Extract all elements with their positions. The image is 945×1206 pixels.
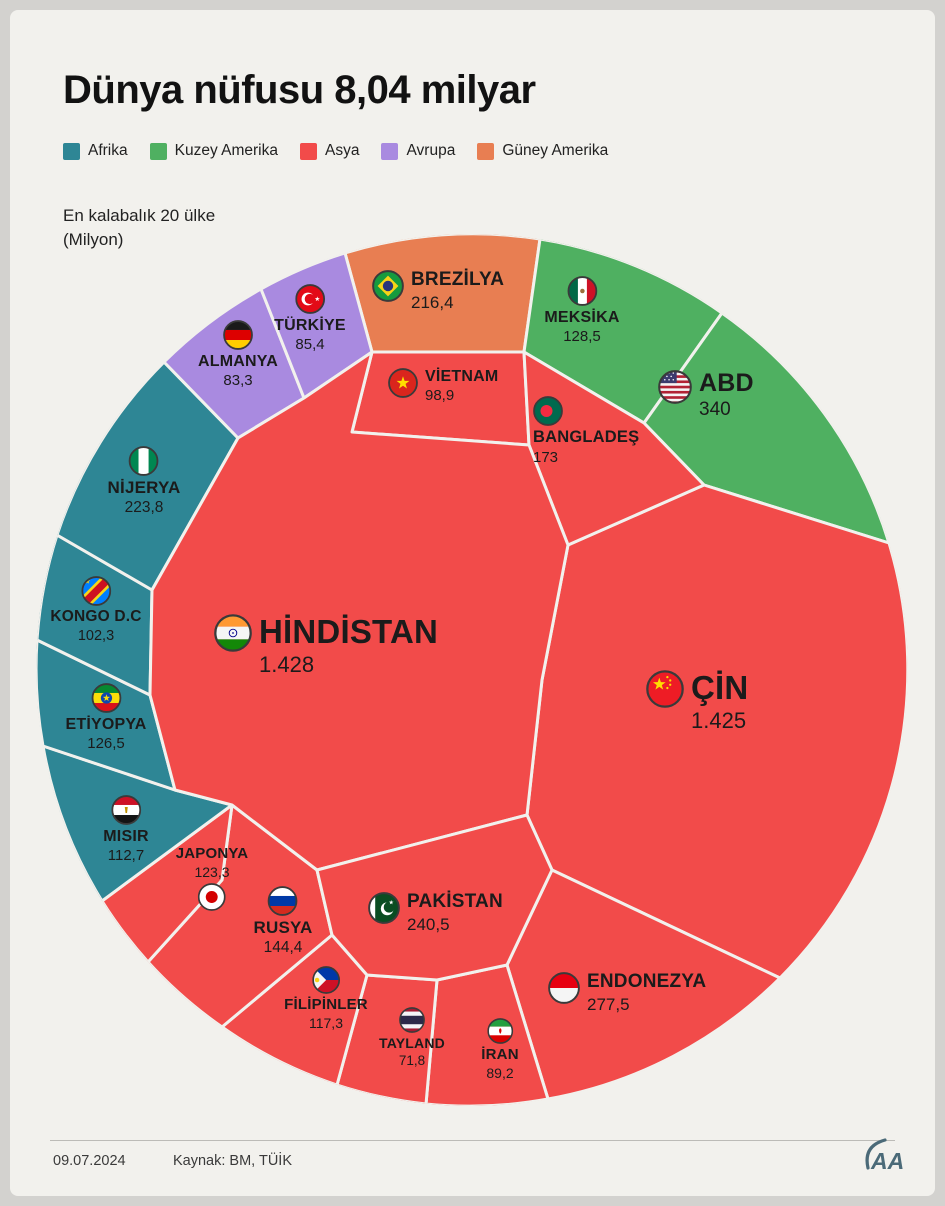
cell-endonezya <box>505 868 782 1101</box>
aa-logo-icon: AA <box>865 1138 904 1174</box>
footer-source: Kaynak: BM, TÜİK <box>173 1153 292 1169</box>
avrupa-swatch-icon <box>381 142 399 160</box>
legend-item-afrika: Afrika <box>63 142 128 160</box>
legend-item-asya: Asya <box>300 142 359 160</box>
population-chart: BREZİLYA 216,4 MEKSİKA 128,5 TÜ <box>32 230 912 1110</box>
legend-label: Güney Amerika <box>502 142 609 159</box>
legend-item-kuzey-amerika: Kuzey Amerika <box>149 142 279 160</box>
footer-date: 09.07.2024 <box>53 1153 126 1169</box>
cell-vietnam <box>350 350 531 447</box>
footer-divider <box>50 1140 895 1141</box>
legend-item-avrupa: Avrupa <box>381 142 455 160</box>
legend-label: Asya <box>325 142 360 159</box>
cell-brezilya <box>343 234 542 354</box>
guney-amerika-swatch-icon <box>477 142 495 160</box>
subtitle-line-1: En kalabalık 20 ülke <box>63 206 216 225</box>
page-title: Dünya nüfusu 8,04 milyar <box>63 68 536 112</box>
population-voronoi-chart <box>36 234 908 1106</box>
legend-item-guney-amerika: Güney Amerika <box>477 142 608 160</box>
continent-legend: Afrika Kuzey Amerika Asya Avrupa Güney A… <box>63 142 608 160</box>
svg-text:AA: AA <box>870 1148 904 1174</box>
asya-swatch-icon <box>300 142 318 160</box>
cell-pakistan <box>315 813 554 982</box>
legend-label: Kuzey Amerika <box>174 142 279 159</box>
legend-label: Avrupa <box>406 142 456 159</box>
subtitle-line-2: (Milyon) <box>63 229 124 249</box>
cell-turkiye <box>259 251 374 400</box>
cell-banglades <box>522 350 706 547</box>
chart-subtitle: En kalabalık 20 ülke (Milyon) <box>63 204 215 252</box>
afrika-swatch-icon <box>63 142 80 160</box>
infographic-card: Dünya nüfusu 8,04 milyar Afrika Kuzey Am… <box>10 10 935 1196</box>
kuzey-amerika-swatch-icon <box>149 142 167 160</box>
legend-label: Afrika <box>88 142 128 159</box>
